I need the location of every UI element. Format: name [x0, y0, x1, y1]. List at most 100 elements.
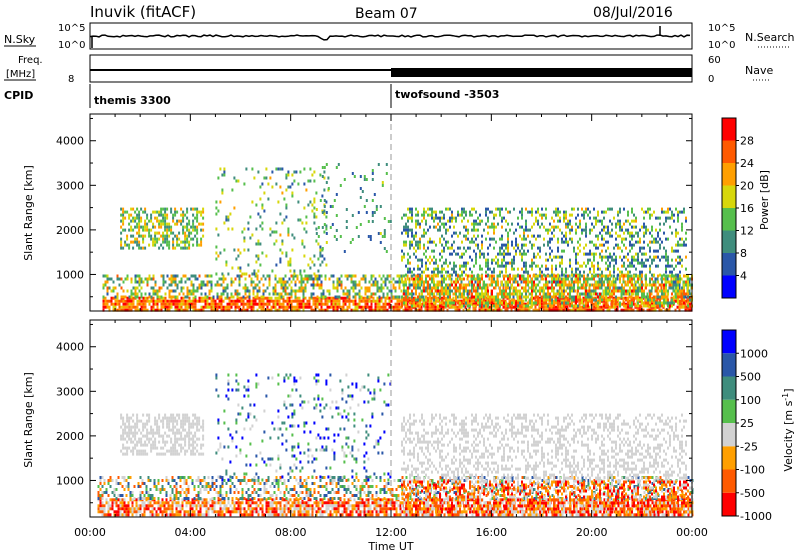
data-cell — [297, 182, 300, 186]
data-cell — [519, 210, 521, 214]
data-cell — [455, 280, 457, 284]
data-cell — [302, 286, 305, 290]
data-cell — [298, 305, 301, 309]
data-cell — [408, 299, 411, 303]
data-cell — [582, 308, 585, 312]
data-cell — [342, 292, 345, 296]
data-cell — [631, 258, 633, 262]
data-cell — [366, 286, 369, 290]
data-cell — [407, 219, 409, 223]
data-cell — [376, 280, 379, 284]
data-cell — [168, 305, 171, 309]
data-cell — [314, 277, 317, 281]
data-cell — [302, 299, 305, 303]
data-cell — [647, 258, 649, 262]
data-cell — [512, 277, 515, 281]
data-cell — [178, 280, 181, 284]
data-cell — [216, 308, 219, 312]
data-cell — [657, 231, 659, 235]
data-cell — [467, 237, 469, 241]
data-cell — [516, 292, 519, 296]
data-cell — [653, 273, 655, 277]
data-cell — [573, 249, 575, 253]
data-cell — [281, 221, 284, 225]
data-cell — [188, 289, 191, 293]
data-cell — [196, 219, 199, 223]
data-cell — [272, 305, 275, 309]
data-cell — [417, 219, 419, 223]
data-cell — [521, 210, 523, 214]
data-cell — [106, 277, 109, 281]
data-cell — [268, 280, 271, 284]
data-cell — [641, 292, 643, 296]
data-cell — [382, 286, 385, 290]
data-cell — [535, 292, 537, 296]
data-cell — [608, 289, 611, 293]
data-cell — [136, 299, 139, 303]
data-cell — [493, 286, 495, 290]
data-cell — [298, 308, 301, 312]
data-cell — [358, 305, 361, 309]
data-cell — [599, 283, 601, 287]
data-cell — [168, 228, 171, 232]
data-cell — [292, 305, 295, 309]
data-cell — [621, 249, 623, 253]
data-cell — [591, 274, 593, 278]
data-cell — [593, 252, 595, 256]
data-cell — [568, 274, 571, 278]
data-cell — [459, 286, 461, 290]
data-cell — [293, 179, 296, 183]
data-cell — [583, 252, 585, 256]
data-cell — [559, 286, 561, 290]
data-cell — [243, 236, 246, 240]
data-cell — [669, 304, 671, 308]
data-cell — [284, 286, 287, 290]
data-cell — [636, 308, 639, 312]
data-cell — [596, 283, 599, 287]
data-cell — [571, 277, 573, 281]
data-cell — [554, 280, 557, 284]
data-cell — [610, 274, 613, 278]
data-cell — [326, 289, 329, 293]
data-cell — [555, 255, 557, 259]
data-cell — [453, 270, 455, 274]
data-cell — [134, 286, 137, 290]
data-cell — [310, 295, 313, 299]
data-cell — [667, 289, 669, 293]
data-cell — [429, 240, 431, 244]
data-cell — [317, 235, 320, 238]
data-cell — [594, 296, 597, 300]
data-cell — [258, 289, 261, 293]
data-cell — [497, 207, 499, 211]
data-cell — [216, 280, 219, 284]
data-cell — [649, 207, 651, 211]
data-cell — [435, 267, 437, 271]
data-cell — [382, 302, 385, 306]
data-cell — [505, 246, 507, 250]
data-cell — [421, 213, 423, 217]
data-cell — [571, 304, 573, 308]
data-cell — [310, 277, 313, 281]
data-cell — [329, 205, 332, 208]
data-cell — [493, 270, 495, 274]
data-cell — [529, 274, 531, 278]
data-cell — [522, 302, 525, 306]
data-cell — [315, 239, 318, 243]
data-cell — [182, 210, 185, 214]
data-cell — [672, 299, 675, 303]
data-cell — [443, 216, 445, 220]
data-cell — [663, 292, 665, 296]
data-cell — [108, 286, 111, 290]
data-cell — [206, 305, 209, 309]
data-cell — [250, 308, 253, 312]
data-cell — [549, 255, 551, 259]
data-cell — [438, 308, 441, 312]
data-cell — [628, 277, 631, 281]
data-cell — [252, 280, 255, 284]
data-cell — [525, 252, 527, 256]
data-cell — [461, 304, 463, 308]
data-cell — [632, 302, 635, 306]
data-cell — [540, 305, 543, 309]
data-cell — [378, 289, 381, 293]
data-cell — [116, 302, 119, 306]
